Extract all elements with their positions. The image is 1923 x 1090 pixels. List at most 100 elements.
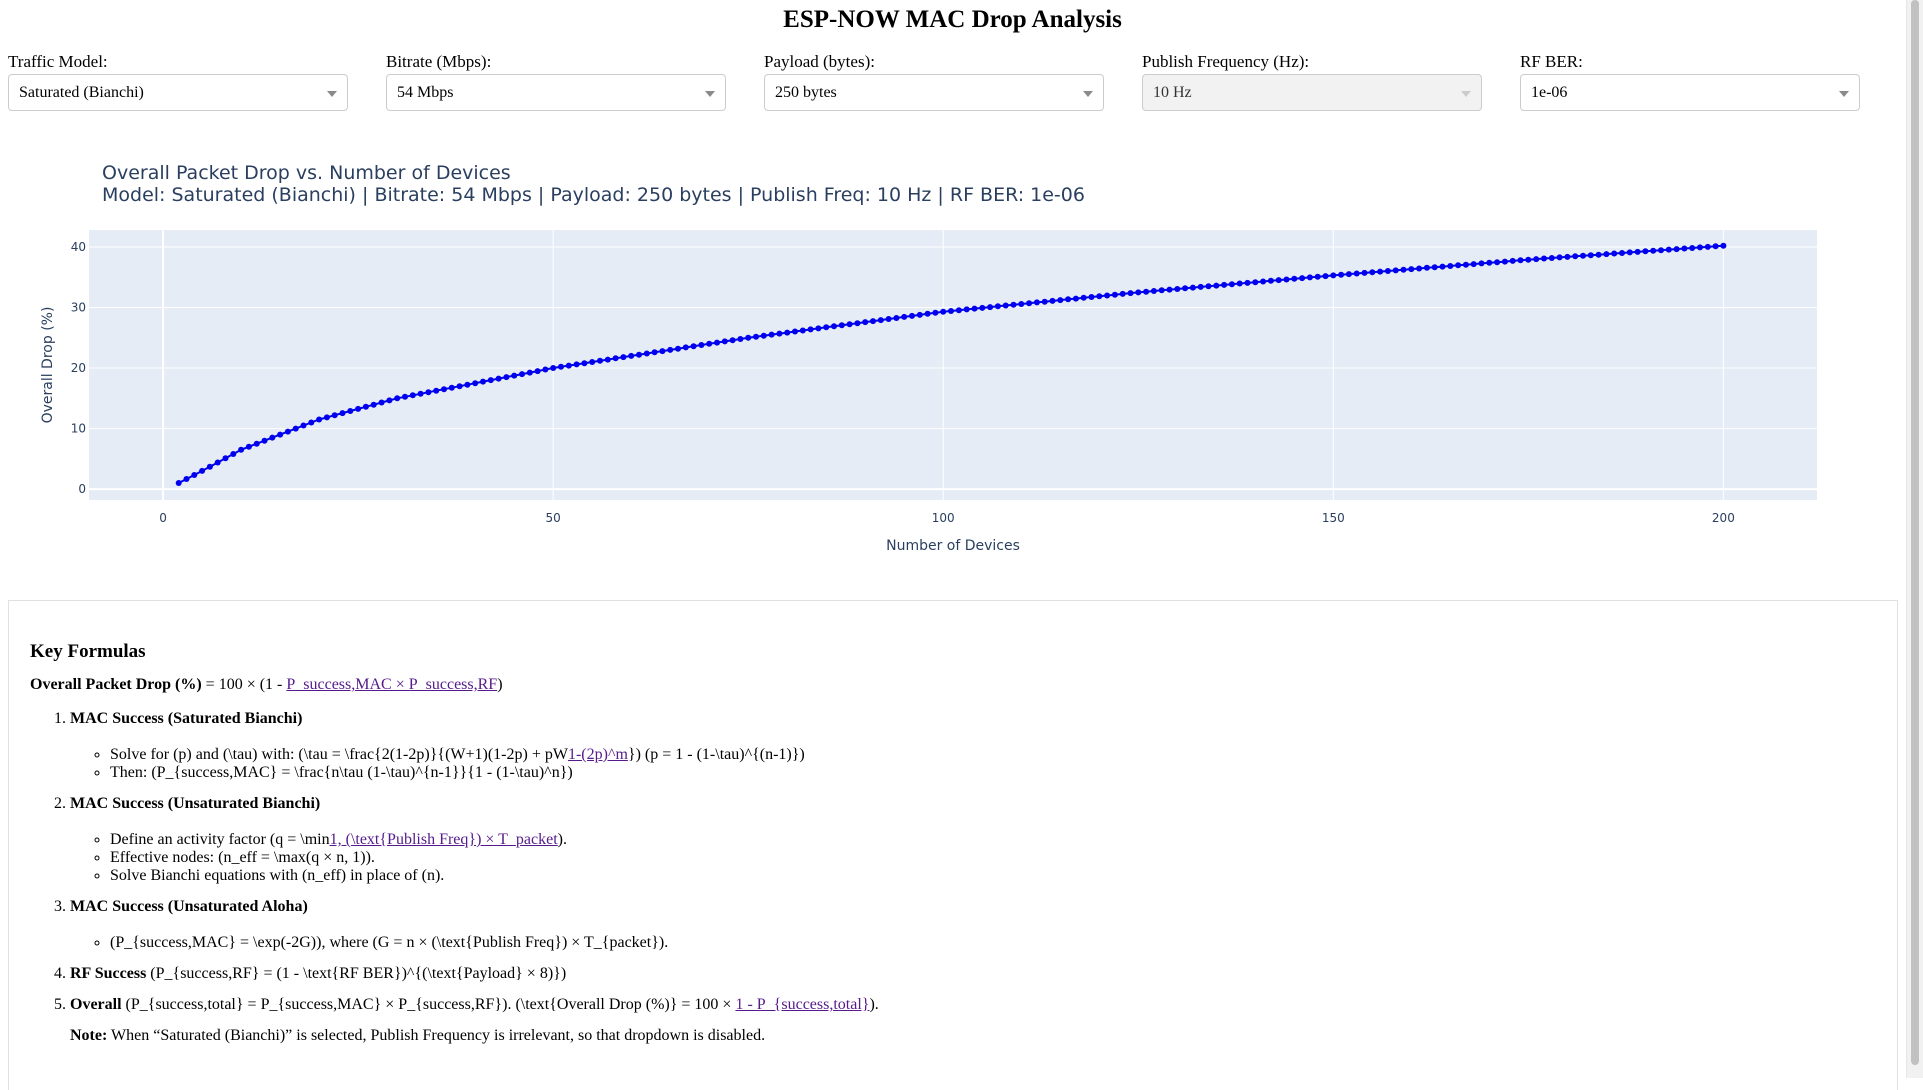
data-point: [1127, 290, 1134, 297]
data-point: [1603, 251, 1610, 258]
chart-title: Overall Packet Drop vs. Number of Device…: [102, 162, 511, 184]
chevron-down-icon[interactable]: [1083, 91, 1093, 97]
x-tick-label: 100: [932, 511, 955, 525]
data-point: [831, 323, 837, 330]
data-point: [511, 372, 518, 379]
data-point: [963, 306, 970, 313]
formula-text: (P_{success,MAC} = \exp(-2G)), where (G …: [110, 934, 669, 951]
data-point: [1720, 242, 1727, 249]
data-point: [1548, 255, 1555, 261]
vertical-scrollbar[interactable]: [1906, 0, 1923, 1078]
formula-text: Define an activity factor (q = \min: [110, 831, 330, 848]
chevron-down-icon[interactable]: [1839, 91, 1849, 97]
data-point: [877, 317, 884, 324]
data-point: [706, 340, 713, 347]
data-point: [1642, 248, 1649, 255]
chart-title-block: Overall Packet Drop vs. Number of Device…: [102, 162, 1085, 206]
data-point: [753, 333, 759, 340]
scrollbar-thumb[interactable]: [1911, 0, 1919, 1065]
data-point: [1002, 302, 1009, 309]
chevron-down-icon[interactable]: [705, 91, 715, 97]
data-point: [456, 383, 463, 390]
data-point: [1587, 252, 1594, 259]
data-point: [636, 351, 642, 358]
list-item: Define an activity factor (q = \min1, (\…: [110, 831, 1897, 849]
formula-text: Effective nodes: (n_eff = \max(q × n, 1)…: [110, 849, 375, 866]
rf-ber-label: RF BER:: [1520, 52, 1583, 71]
data-point: [1611, 250, 1618, 257]
step-bullets: (P_{success,MAC} = \exp(-2G)), where (G …: [70, 934, 1897, 952]
data-point: [862, 319, 869, 326]
data-point: [885, 316, 892, 322]
data-point: [1369, 269, 1376, 276]
data-point: [792, 328, 798, 335]
data-point: [558, 363, 564, 370]
rf-ber-value: 1e-06: [1531, 84, 1568, 101]
data-point: [433, 387, 440, 394]
note: Note: When “Saturated (Bianchi)” is sele…: [70, 1027, 1897, 1045]
drop-chart[interactable]: Overall Packet Drop vs. Number of Device…: [0, 150, 1905, 560]
x-tick-label: 150: [1322, 511, 1345, 525]
data-point: [331, 412, 338, 419]
data-point: [1111, 291, 1118, 298]
traffic-model-control: Traffic Model: Saturated (Bianchi): [8, 52, 348, 111]
data-point: [1501, 258, 1508, 265]
data-point: [651, 349, 658, 356]
data-point: [487, 377, 494, 384]
y-tick-label: 0: [78, 482, 86, 496]
data-point: [495, 375, 502, 382]
data-point: [1478, 260, 1485, 267]
data-point: [675, 345, 681, 352]
data-point: [1462, 261, 1469, 268]
data-point: [1626, 249, 1633, 256]
data-point: [604, 356, 611, 363]
data-point: [854, 320, 861, 327]
data-point: [916, 311, 923, 318]
y-tick-label: 40: [71, 240, 86, 254]
data-point: [1283, 276, 1290, 283]
data-point: [347, 408, 354, 414]
traffic-model-dropdown[interactable]: Saturated (Bianchi): [8, 74, 348, 111]
data-point: [1494, 259, 1501, 266]
rf-ber-dropdown[interactable]: 1e-06: [1520, 74, 1860, 111]
data-point: [253, 440, 260, 447]
data-point: [893, 315, 900, 321]
data-point: [1689, 245, 1696, 251]
data-point: [870, 318, 876, 325]
bitrate-dropdown[interactable]: 54 Mbps: [386, 74, 726, 111]
data-point: [1205, 283, 1212, 290]
overall-formula-label: Overall Packet Drop (%): [30, 676, 202, 693]
data-point: [589, 359, 596, 365]
data-point: [300, 422, 307, 429]
data-point: [1026, 300, 1033, 307]
data-point: [1556, 254, 1563, 261]
formula-link[interactable]: 1-(2p)^m: [567, 746, 628, 763]
data-point: [1080, 294, 1087, 301]
data-point: [1345, 271, 1352, 278]
formula-link[interactable]: 1 - P_{success,total}: [735, 996, 870, 1013]
overall-formula-link[interactable]: P_success,MAC × P_success,RF: [286, 676, 498, 693]
data-point: [425, 389, 432, 396]
list-item: Effective nodes: (n_eff = \max(q × n, 1)…: [110, 849, 1897, 867]
formula-text: ).: [869, 996, 879, 1013]
data-point: [1658, 247, 1664, 254]
bitrate-label: Bitrate (Mbps):: [386, 52, 492, 71]
note-label: Note:: [70, 1027, 108, 1044]
payload-dropdown[interactable]: 250 bytes: [764, 74, 1104, 111]
chevron-down-icon[interactable]: [327, 91, 337, 97]
data-point: [971, 305, 978, 312]
y-axis-label: Overall Drop (%): [40, 307, 56, 424]
data-point: [1330, 272, 1337, 279]
data-point: [339, 410, 346, 417]
data-point: [191, 472, 198, 478]
data-point: [1431, 264, 1438, 271]
formula-link[interactable]: 1, (\text{Publish Freq}) × T_packet: [329, 831, 558, 848]
data-point: [1455, 262, 1462, 269]
data-point: [1275, 277, 1282, 284]
data-point: [1306, 274, 1313, 281]
chart-svg[interactable]: 0 50 100 150 200 0 10 20 30 40 Number of Devices Ov…: [0, 150, 1905, 560]
data-point: [667, 346, 674, 353]
data-point: [581, 360, 588, 367]
data-point: [534, 368, 541, 375]
data-point: [1650, 247, 1657, 254]
